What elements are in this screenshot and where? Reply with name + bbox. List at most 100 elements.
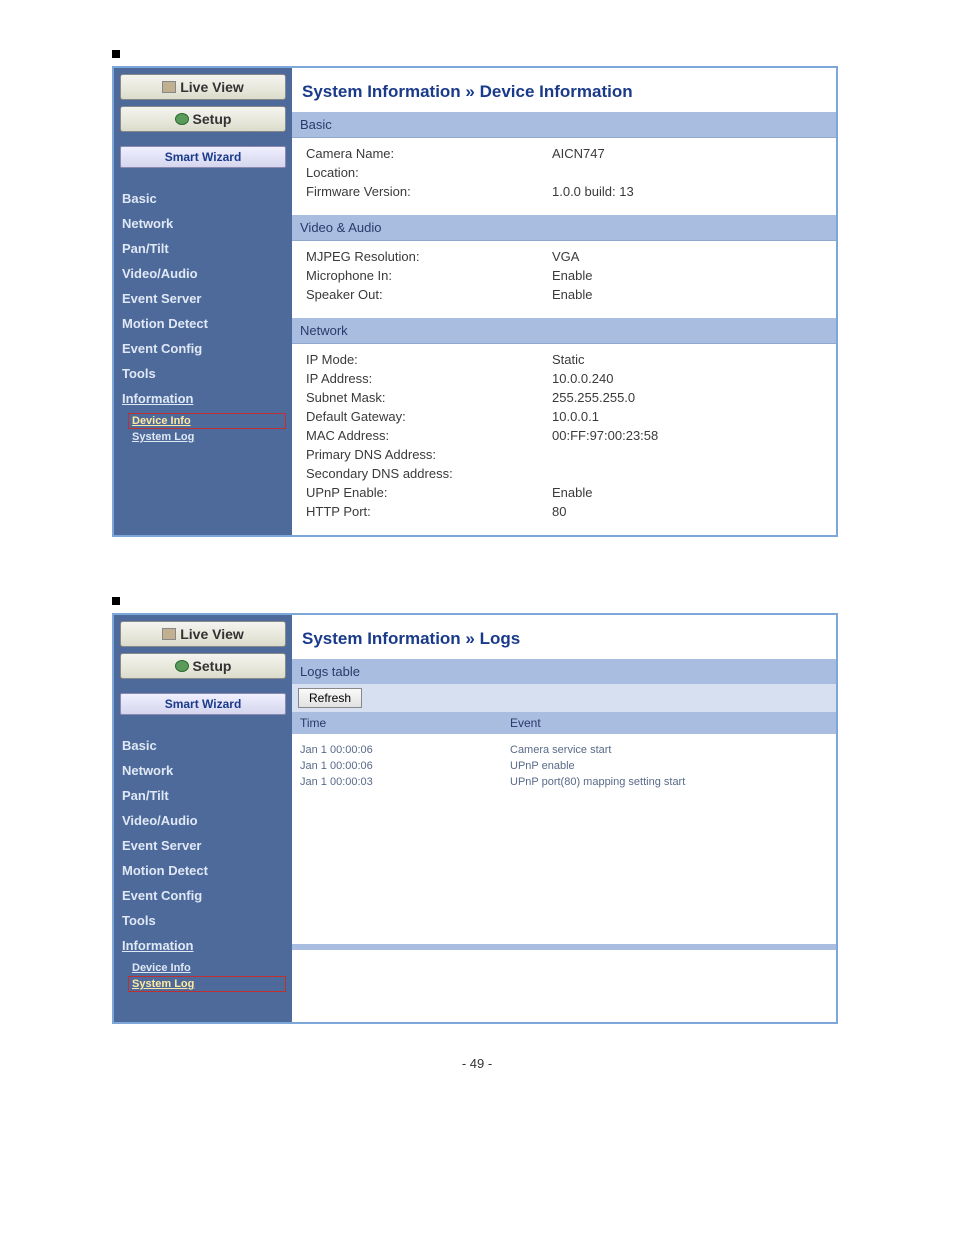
logs-column-header: Time Event bbox=[292, 712, 836, 734]
log-event: Camera service start bbox=[510, 744, 828, 756]
kv-row: UPnP Enable:Enable bbox=[292, 483, 836, 502]
kv-row: IP Mode:Static bbox=[292, 350, 836, 369]
log-row: Jan 1 00:00:03UPnP port(80) mapping sett… bbox=[300, 774, 828, 790]
camera-icon bbox=[162, 81, 176, 93]
kv-row: Subnet Mask:255.255.255.0 bbox=[292, 388, 836, 407]
kv-label: Subnet Mask: bbox=[306, 390, 552, 405]
nav-network[interactable]: Network bbox=[120, 758, 286, 783]
kv-table: MJPEG Resolution:VGAMicrophone In:Enable… bbox=[292, 241, 836, 318]
smart-wizard-button[interactable]: Smart Wizard bbox=[120, 693, 286, 715]
kv-label: IP Mode: bbox=[306, 352, 552, 367]
nav-sublist: Device Info System Log bbox=[120, 958, 286, 992]
nav-tools[interactable]: Tools bbox=[120, 361, 286, 386]
kv-row: MAC Address:00:FF:97:00:23:58 bbox=[292, 426, 836, 445]
device-info-panel: Live View Setup Smart Wizard Basic Netwo… bbox=[112, 66, 838, 537]
page-title: System Information » Device Information bbox=[292, 68, 836, 112]
kv-value bbox=[552, 447, 836, 462]
sub-system-log[interactable]: System Log bbox=[128, 429, 286, 445]
content-area: System Information » Logs Logs table Ref… bbox=[292, 615, 836, 1022]
kv-value: 10.0.0.240 bbox=[552, 371, 836, 386]
log-row: Jan 1 00:00:06UPnP enable bbox=[300, 758, 828, 774]
nav-pan-tilt[interactable]: Pan/Tilt bbox=[120, 236, 286, 261]
kv-label: Default Gateway: bbox=[306, 409, 552, 424]
kv-value: 00:FF:97:00:23:58 bbox=[552, 428, 836, 443]
kv-value: 1.0.0 build: 13 bbox=[552, 184, 836, 199]
sub-system-log[interactable]: System Log bbox=[128, 976, 286, 992]
nav-video-audio[interactable]: Video/Audio bbox=[120, 808, 286, 833]
kv-value: AICN747 bbox=[552, 146, 836, 161]
kv-row: Location: bbox=[292, 163, 836, 182]
log-event: UPnP port(80) mapping setting start bbox=[510, 776, 828, 788]
kv-label: Camera Name: bbox=[306, 146, 552, 161]
kv-label: Secondary DNS address: bbox=[306, 466, 552, 481]
kv-value: 80 bbox=[552, 504, 836, 519]
gear-icon bbox=[175, 660, 189, 672]
kv-row: Microphone In:Enable bbox=[292, 266, 836, 285]
log-row: Jan 1 00:00:06Camera service start bbox=[300, 742, 828, 758]
setup-button[interactable]: Setup bbox=[120, 653, 286, 679]
log-time: Jan 1 00:00:06 bbox=[300, 744, 510, 756]
kv-row: IP Address:10.0.0.240 bbox=[292, 369, 836, 388]
kv-label: HTTP Port: bbox=[306, 504, 552, 519]
kv-table: Camera Name:AICN747Location:Firmware Ver… bbox=[292, 138, 836, 215]
nav-basic[interactable]: Basic bbox=[120, 733, 286, 758]
kv-label: Primary DNS Address: bbox=[306, 447, 552, 462]
nav-list: Basic Network Pan/Tilt Video/Audio Event… bbox=[120, 186, 286, 411]
log-time: Jan 1 00:00:03 bbox=[300, 776, 510, 788]
nav-event-config[interactable]: Event Config bbox=[120, 336, 286, 361]
bullet-marker bbox=[112, 50, 120, 58]
kv-row: Primary DNS Address: bbox=[292, 445, 836, 464]
kv-label: Microphone In: bbox=[306, 268, 552, 283]
kv-label: MJPEG Resolution: bbox=[306, 249, 552, 264]
live-view-button[interactable]: Live View bbox=[120, 74, 286, 100]
logs-panel: Live View Setup Smart Wizard Basic Netwo… bbox=[112, 613, 838, 1024]
nav-motion-detect[interactable]: Motion Detect bbox=[120, 311, 286, 336]
kv-row: Camera Name:AICN747 bbox=[292, 144, 836, 163]
kv-value: VGA bbox=[552, 249, 836, 264]
nav-event-server[interactable]: Event Server bbox=[120, 286, 286, 311]
col-event-header: Event bbox=[510, 716, 828, 730]
live-view-button[interactable]: Live View bbox=[120, 621, 286, 647]
setup-button[interactable]: Setup bbox=[120, 106, 286, 132]
kv-row: MJPEG Resolution:VGA bbox=[292, 247, 836, 266]
smart-wizard-button[interactable]: Smart Wizard bbox=[120, 146, 286, 168]
kv-value: 10.0.0.1 bbox=[552, 409, 836, 424]
nav-pan-tilt[interactable]: Pan/Tilt bbox=[120, 783, 286, 808]
kv-label: UPnP Enable: bbox=[306, 485, 552, 500]
refresh-row: Refresh bbox=[292, 684, 836, 712]
kv-value bbox=[552, 165, 836, 180]
kv-row: Speaker Out:Enable bbox=[292, 285, 836, 304]
sub-device-info[interactable]: Device Info bbox=[128, 413, 286, 429]
refresh-button[interactable]: Refresh bbox=[298, 688, 362, 708]
gear-icon bbox=[175, 113, 189, 125]
kv-label: Speaker Out: bbox=[306, 287, 552, 302]
live-view-label: Live View bbox=[180, 79, 244, 95]
content-area: System Information » Device Information … bbox=[292, 68, 836, 535]
kv-label: Firmware Version: bbox=[306, 184, 552, 199]
nav-tools[interactable]: Tools bbox=[120, 908, 286, 933]
kv-row: Firmware Version:1.0.0 build: 13 bbox=[292, 182, 836, 201]
sidebar: Live View Setup Smart Wizard Basic Netwo… bbox=[114, 615, 292, 1022]
kv-row: Secondary DNS address: bbox=[292, 464, 836, 483]
kv-value bbox=[552, 466, 836, 481]
nav-network[interactable]: Network bbox=[120, 211, 286, 236]
logs-table-header: Logs table bbox=[292, 659, 836, 684]
nav-basic[interactable]: Basic bbox=[120, 186, 286, 211]
kv-label: IP Address: bbox=[306, 371, 552, 386]
log-event: UPnP enable bbox=[510, 760, 828, 772]
kv-row: Default Gateway:10.0.0.1 bbox=[292, 407, 836, 426]
nav-event-config[interactable]: Event Config bbox=[120, 883, 286, 908]
nav-motion-detect[interactable]: Motion Detect bbox=[120, 858, 286, 883]
setup-label: Setup bbox=[193, 658, 232, 674]
nav-information[interactable]: Information bbox=[120, 933, 286, 958]
nav-event-server[interactable]: Event Server bbox=[120, 833, 286, 858]
sub-device-info[interactable]: Device Info bbox=[128, 960, 286, 976]
page-number: - 49 - bbox=[0, 1056, 954, 1071]
nav-information[interactable]: Information bbox=[120, 386, 286, 411]
nav-video-audio[interactable]: Video/Audio bbox=[120, 261, 286, 286]
smart-wizard-label: Smart Wizard bbox=[165, 697, 242, 711]
kv-value: Enable bbox=[552, 287, 836, 302]
kv-label: MAC Address: bbox=[306, 428, 552, 443]
setup-label: Setup bbox=[193, 111, 232, 127]
smart-wizard-label: Smart Wizard bbox=[165, 150, 242, 164]
